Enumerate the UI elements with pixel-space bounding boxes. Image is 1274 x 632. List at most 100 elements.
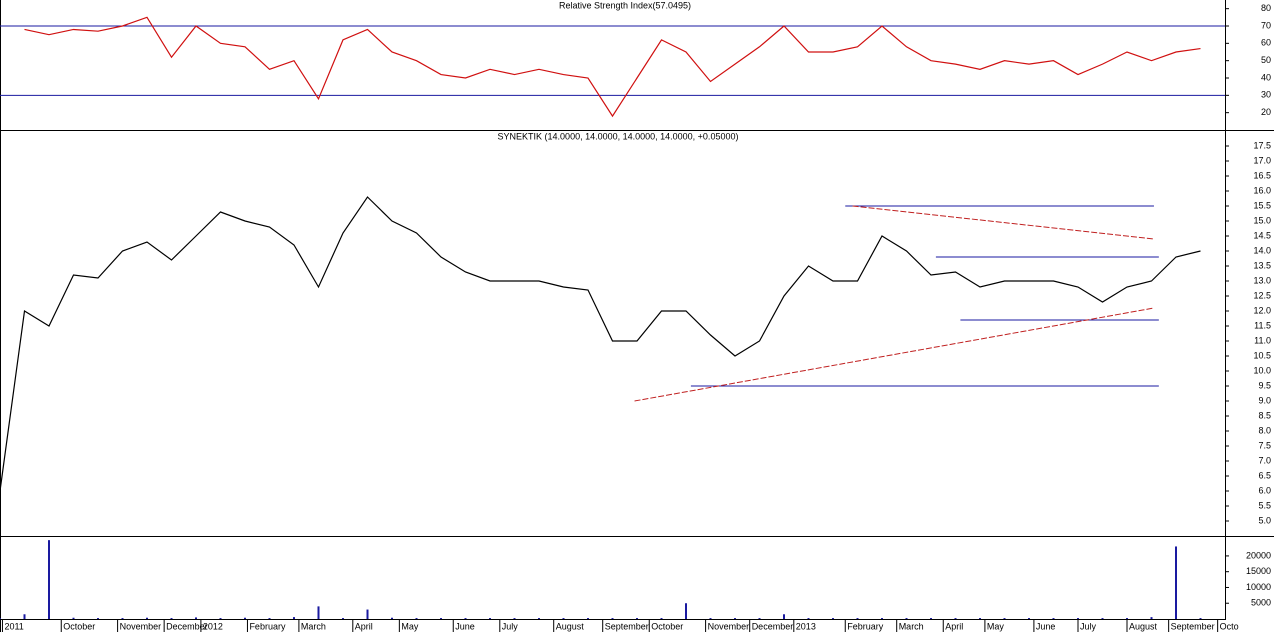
volume-bar	[1028, 618, 1030, 619]
volume-bar	[611, 618, 614, 619]
x-tick-label: September	[605, 621, 649, 631]
y-tick-label: 15.5	[1253, 200, 1271, 210]
series-line	[0, 196, 1201, 492]
volume-bar	[562, 618, 565, 619]
volume-bar	[268, 618, 271, 619]
x-tick-label: September	[1171, 621, 1215, 631]
volume-bar	[23, 614, 26, 619]
y-tick-label: 13.0	[1253, 275, 1271, 285]
volume-bar	[1077, 618, 1079, 619]
x-tick-label: March	[301, 621, 326, 631]
x-tick-label: Octo	[1220, 621, 1239, 631]
y-tick-label: 5.5	[1258, 500, 1271, 510]
x-tick-label: May	[401, 621, 419, 631]
volume-bar	[366, 609, 369, 619]
y-tick-label: 17.0	[1253, 155, 1271, 165]
x-tick-label: February	[847, 621, 884, 631]
y-tick-label: 30	[1261, 90, 1271, 100]
volume-bar	[244, 617, 246, 619]
volume-bar	[783, 614, 785, 619]
x-tick-label: October	[651, 621, 683, 631]
volume-bar	[1003, 618, 1006, 619]
volume-bar	[219, 618, 222, 619]
volume-bar	[856, 618, 859, 619]
volume-bar	[464, 618, 467, 619]
y-tick-label: 9.0	[1258, 395, 1271, 405]
volume-bar	[807, 618, 810, 619]
y-tick-label: 16.0	[1253, 185, 1271, 195]
volume-bar	[48, 540, 50, 619]
volume-bar	[685, 603, 687, 619]
y-tick-label: 20000	[1246, 550, 1271, 560]
volume-bar	[146, 617, 148, 619]
y-tick-label: 14.0	[1253, 245, 1271, 255]
x-tick-label: June	[1036, 621, 1056, 631]
x-tick-label: May	[987, 621, 1005, 631]
volume-bar	[1101, 618, 1104, 619]
y-tick-label: 60	[1261, 38, 1271, 48]
x-tick-label: November	[120, 621, 162, 631]
y-tick-label: 16.5	[1253, 170, 1271, 180]
y-tick-label: 5000	[1251, 598, 1271, 608]
volume-bar	[905, 618, 908, 619]
volume-bar	[954, 618, 957, 619]
y-tick-label: 11.5	[1254, 320, 1271, 330]
volume-bar	[636, 618, 638, 619]
x-tick-label: 2012	[203, 621, 223, 631]
volume-bar	[587, 618, 589, 619]
x-tick-label: July	[502, 621, 519, 631]
y-tick-label: 50	[1261, 55, 1271, 65]
volume-bar	[709, 618, 712, 619]
series-line	[24, 16, 1201, 118]
volume-bar	[391, 617, 393, 619]
volume-bar	[72, 617, 75, 619]
volume-bar	[293, 617, 295, 619]
volume-bar	[415, 618, 418, 619]
x-tick-label: October	[63, 621, 95, 631]
volume-bar	[1052, 618, 1055, 619]
volume-bar	[734, 618, 736, 619]
y-tick-label: 5.0	[1258, 515, 1271, 525]
y-tick-label: 7.0	[1258, 455, 1271, 465]
volume-bar	[930, 618, 932, 619]
volume-bar	[881, 618, 883, 619]
y-tick-label: 80	[1261, 3, 1271, 13]
y-tick-label: 9.5	[1258, 380, 1271, 390]
x-tick-label: 2013	[796, 621, 816, 631]
y-tick-label: 6.0	[1258, 485, 1271, 495]
y-tick-label: 15000	[1246, 566, 1271, 576]
x-tick-label: April	[355, 621, 373, 631]
volume-bar	[758, 618, 761, 619]
y-tick-label: 8.0	[1258, 425, 1271, 435]
x-tick-label: February	[249, 621, 286, 631]
x-tick-label: November	[708, 621, 750, 631]
y-tick-label: 12.5	[1253, 290, 1271, 300]
volume-bar	[513, 618, 516, 619]
y-tick-label: 7.5	[1258, 440, 1271, 450]
x-tick-label: August	[1129, 621, 1158, 631]
volume-bar	[440, 618, 442, 619]
volume-bar	[0, 618, 1, 619]
y-tick-label: 13.5	[1253, 260, 1271, 270]
volume-bar	[317, 606, 320, 619]
y-tick-label: 6.5	[1258, 470, 1271, 480]
rsi-title: Relative Strength Index(57.0495)	[559, 0, 691, 10]
x-tick-label: August	[556, 621, 585, 631]
volume-bar	[1199, 618, 1202, 619]
volume-bar	[342, 618, 344, 619]
y-tick-label: 10000	[1246, 582, 1271, 592]
x-tick-label: March	[899, 621, 924, 631]
x-tick-label: 2011	[4, 621, 23, 631]
y-tick-label: 10.0	[1253, 365, 1271, 375]
x-tick-label: July	[1080, 621, 1097, 631]
y-tick-label: 10.5	[1253, 350, 1271, 360]
price-title: SYNEKTIK (14.0000, 14.0000, 14.0000, 14.…	[498, 131, 739, 141]
x-tick-label: April	[945, 621, 963, 631]
y-tick-label: 8.5	[1258, 410, 1271, 420]
y-tick-label: 70	[1261, 20, 1271, 30]
volume-bar	[121, 618, 124, 619]
y-tick-label: 17.5	[1253, 140, 1271, 150]
x-tick-label: December	[752, 621, 794, 631]
x-tick-label: June	[455, 621, 475, 631]
